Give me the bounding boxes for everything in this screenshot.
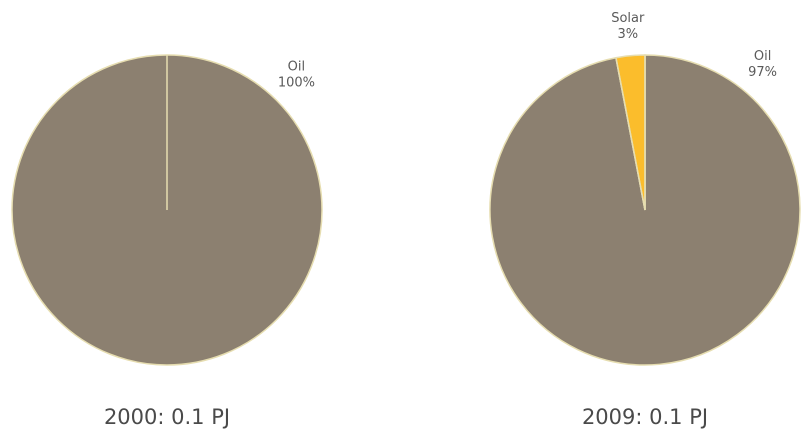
- slice-percent-oil-2000: 100%: [278, 76, 315, 91]
- slice-label-oil-2000: Oil: [288, 60, 305, 75]
- slice-label-oil-2009: Oil: [754, 49, 771, 64]
- pie-slice-divider: [615, 57, 646, 211]
- pie-caption-2009: 2009: 0.1 PJ: [582, 405, 708, 429]
- slice-label-solar-2009: Solar: [611, 11, 645, 26]
- pie-caption-2000: 2000: 0.1 PJ: [104, 405, 230, 429]
- slice-percent-solar-2009: 3%: [617, 27, 638, 42]
- slice-percent-oil-2009: 97%: [748, 65, 777, 80]
